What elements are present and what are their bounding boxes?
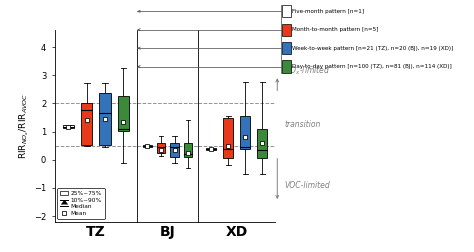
- Y-axis label: RIR$_{NO_x}$/RIR$_{AVOC}$: RIR$_{NO_x}$/RIR$_{AVOC}$: [18, 93, 31, 159]
- X-axis label: BJ: BJ: [160, 225, 176, 239]
- Bar: [100, 93, 111, 145]
- Bar: [170, 143, 179, 157]
- Text: transition: transition: [284, 120, 321, 129]
- Text: Month-to-month pattern [n=5]: Month-to-month pattern [n=5]: [292, 27, 379, 32]
- Text: Day-to-day pattern [n=100 (TZ), n=81 (BJ), n=114 (XD)]: Day-to-day pattern [n=100 (TZ), n=81 (BJ…: [292, 64, 452, 69]
- Text: NO$_x$-limited: NO$_x$-limited: [284, 64, 331, 77]
- Bar: [118, 97, 129, 131]
- Bar: [157, 143, 165, 153]
- X-axis label: TZ: TZ: [86, 225, 106, 239]
- Bar: [184, 143, 192, 157]
- X-axis label: XD: XD: [226, 225, 248, 239]
- Text: Five-month pattern [n=1]: Five-month pattern [n=1]: [292, 9, 365, 14]
- Bar: [143, 145, 152, 147]
- Bar: [81, 103, 92, 145]
- Bar: [63, 125, 74, 128]
- Bar: [257, 129, 267, 159]
- Bar: [240, 116, 250, 148]
- Bar: [206, 148, 217, 150]
- Text: Week-to-week pattern [n=21 (TZ), n=20 (BJ), n=19 (XD)]: Week-to-week pattern [n=21 (TZ), n=20 (B…: [292, 46, 454, 51]
- Text: VOC-limited: VOC-limited: [284, 181, 330, 191]
- Bar: [223, 117, 233, 158]
- Legend: 25%~75%, 10%~90%, Median, Mean: 25%~75%, 10%~90%, Median, Mean: [57, 188, 105, 219]
